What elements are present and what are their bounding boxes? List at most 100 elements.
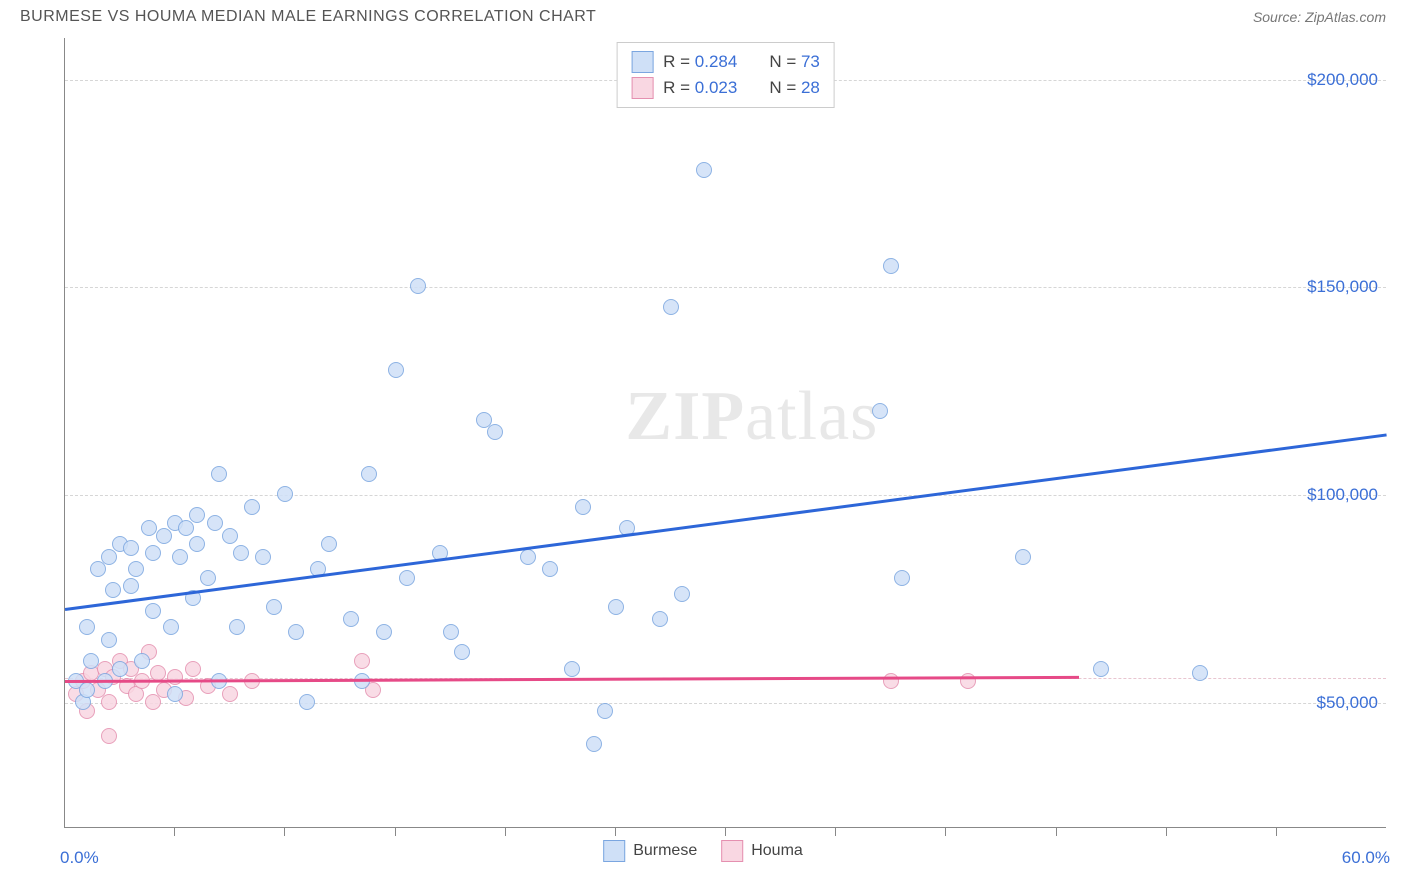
- legend-row: R = 0.284N = 73: [631, 49, 820, 75]
- data-point: [163, 619, 179, 635]
- x-max-label: 60.0%: [1342, 848, 1390, 868]
- data-point: [105, 582, 121, 598]
- data-point: [399, 570, 415, 586]
- x-tick: [725, 828, 726, 836]
- legend-swatch: [631, 51, 653, 73]
- data-point: [1093, 661, 1109, 677]
- legend-bottom: Burmese Houma: [603, 840, 803, 862]
- chart-area: Median Male Earnings ZIPatlas $50,000$10…: [20, 38, 1386, 872]
- data-point: [663, 299, 679, 315]
- data-point: [520, 549, 536, 565]
- data-point: [410, 278, 426, 294]
- trend-line: [65, 433, 1387, 610]
- legend-item: Houma: [721, 840, 803, 862]
- data-point: [244, 499, 260, 515]
- data-point: [487, 424, 503, 440]
- data-point: [79, 619, 95, 635]
- data-point: [185, 661, 201, 677]
- data-point: [883, 258, 899, 274]
- data-point: [200, 570, 216, 586]
- y-tick-label: $150,000: [1307, 277, 1378, 297]
- data-point: [172, 549, 188, 565]
- data-point: [189, 536, 205, 552]
- data-point: [542, 561, 558, 577]
- data-point: [1192, 665, 1208, 681]
- x-tick: [945, 828, 946, 836]
- x-tick: [1166, 828, 1167, 836]
- data-point: [101, 632, 117, 648]
- data-point: [343, 611, 359, 627]
- legend-r-label: R = 0.023: [663, 78, 737, 98]
- legend-swatch: [603, 840, 625, 862]
- data-point: [608, 599, 624, 615]
- data-point: [321, 536, 337, 552]
- data-point: [443, 624, 459, 640]
- data-point: [872, 403, 888, 419]
- data-point: [83, 653, 99, 669]
- x-tick: [615, 828, 616, 836]
- data-point: [128, 561, 144, 577]
- data-point: [222, 528, 238, 544]
- plot-region: ZIPatlas $50,000$100,000$150,000$200,000…: [64, 38, 1386, 828]
- x-tick: [284, 828, 285, 836]
- data-point: [90, 561, 106, 577]
- data-point: [388, 362, 404, 378]
- data-point: [123, 540, 139, 556]
- data-point: [189, 507, 205, 523]
- data-point: [277, 486, 293, 502]
- data-point: [354, 673, 370, 689]
- data-point: [145, 603, 161, 619]
- data-point: [288, 624, 304, 640]
- legend-n-label: N = 73: [769, 52, 820, 72]
- chart-source: Source: ZipAtlas.com: [1253, 9, 1386, 25]
- chart-title: BURMESE VS HOUMA MEDIAN MALE EARNINGS CO…: [20, 8, 596, 26]
- legend-top: R = 0.284N = 73 R = 0.023 N = 28: [616, 42, 835, 108]
- data-point: [564, 661, 580, 677]
- chart-header: BURMESE VS HOUMA MEDIAN MALE EARNINGS CO…: [0, 0, 1406, 30]
- data-point: [112, 661, 128, 677]
- legend-label: Burmese: [633, 842, 697, 860]
- x-min-label: 0.0%: [60, 848, 99, 868]
- data-point: [229, 619, 245, 635]
- data-point: [178, 520, 194, 536]
- data-point: [101, 728, 117, 744]
- x-tick: [835, 828, 836, 836]
- data-point: [222, 686, 238, 702]
- legend-row: R = 0.023 N = 28: [631, 75, 820, 101]
- data-point: [207, 515, 223, 531]
- data-point: [299, 694, 315, 710]
- data-point: [674, 586, 690, 602]
- data-point: [145, 694, 161, 710]
- data-point: [134, 653, 150, 669]
- x-tick: [1056, 828, 1057, 836]
- data-point: [123, 578, 139, 594]
- y-tick-label: $50,000: [1317, 693, 1378, 713]
- watermark: ZIPatlas: [625, 377, 878, 457]
- legend-swatch: [721, 840, 743, 862]
- legend-item: Burmese: [603, 840, 697, 862]
- x-tick: [1276, 828, 1277, 836]
- x-tick: [395, 828, 396, 836]
- data-point: [101, 694, 117, 710]
- x-tick: [505, 828, 506, 836]
- data-point: [354, 653, 370, 669]
- data-point: [597, 703, 613, 719]
- data-point: [101, 549, 117, 565]
- data-point: [586, 736, 602, 752]
- data-point: [454, 644, 470, 660]
- gridline: [65, 287, 1386, 288]
- data-point: [894, 570, 910, 586]
- gridline: [65, 703, 1386, 704]
- data-point: [167, 686, 183, 702]
- data-point: [376, 624, 392, 640]
- y-tick-label: $100,000: [1307, 485, 1378, 505]
- gridline: [65, 495, 1386, 496]
- data-point: [167, 669, 183, 685]
- data-point: [575, 499, 591, 515]
- legend-n-label: N = 28: [769, 78, 820, 98]
- x-tick: [174, 828, 175, 836]
- data-point: [696, 162, 712, 178]
- data-point: [255, 549, 271, 565]
- data-point: [145, 545, 161, 561]
- data-point: [233, 545, 249, 561]
